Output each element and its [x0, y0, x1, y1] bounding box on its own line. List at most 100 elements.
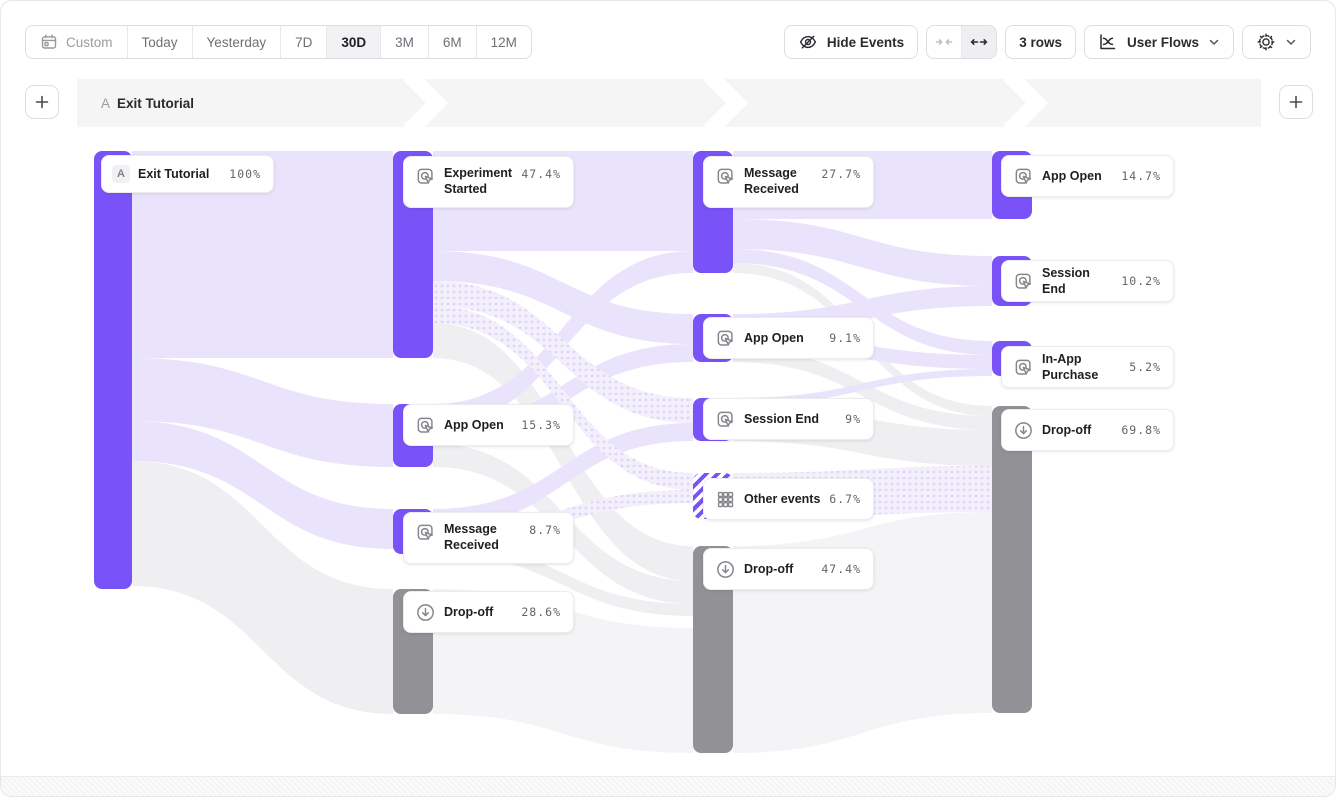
node-card-app-open-3[interactable]: App Open 9.1% [703, 317, 874, 359]
date-range-30d[interactable]: 30D [326, 26, 381, 58]
chart-type-dropdown[interactable]: User Flows [1083, 25, 1234, 59]
flow-ribbon [433, 281, 693, 423]
date-range-yesterday[interactable]: Yesterday [191, 26, 281, 58]
flow-ribbon [433, 251, 693, 426]
date-range-7d[interactable]: 7D [280, 26, 326, 58]
node-percentage: 9% [845, 412, 861, 426]
node-label: Drop-off [744, 562, 794, 576]
chevron-down-icon [1209, 39, 1219, 45]
node-card-app-open-2[interactable]: App Open 15.3% [403, 404, 574, 446]
flow-ribbon [132, 421, 393, 549]
event-icon [1012, 356, 1034, 378]
date-range-3m[interactable]: 3M [380, 26, 428, 58]
date-range-today[interactable]: Today [126, 26, 192, 58]
event-icon [414, 521, 436, 543]
add-step-left-button[interactable] [25, 85, 59, 119]
flow-ribbon [433, 323, 693, 581]
bottom-strip [1, 776, 1335, 796]
node-percentage: 15.3% [521, 418, 561, 432]
settings-dropdown[interactable] [1242, 25, 1311, 59]
drop-off-icon [1012, 419, 1034, 441]
date-range-12m[interactable]: 12M [475, 26, 531, 58]
date-range-label: 30D [341, 34, 367, 50]
collapse-columns-button[interactable] [927, 26, 961, 58]
node-card-message-received-3[interactable]: Message Received 27.7% [703, 156, 874, 208]
sankey-bar-exit-tutorial[interactable] [94, 151, 132, 589]
node-card-other-events-3[interactable]: Other events 6.7% [703, 478, 874, 520]
plus-icon [1289, 95, 1303, 109]
node-label: Session End [1042, 266, 1090, 296]
event-icon [1012, 270, 1034, 292]
toolbar-right-cluster: Hide Events 3 rows [783, 25, 1311, 59]
node-percentage: 27.7% [821, 167, 861, 181]
node-percentage: 5.2% [1129, 360, 1161, 374]
date-range-6m[interactable]: 6M [427, 26, 476, 58]
node-percentage: 8.7% [529, 523, 561, 537]
date-range-label: Yesterday [206, 34, 267, 50]
sankey-bar-drop-off-4[interactable] [992, 406, 1032, 713]
node-label: Drop-off [444, 605, 494, 619]
node-card-app-open-4[interactable]: App Open 14.7% [1001, 155, 1174, 197]
node-card-exit-tutorial[interactable]: A Exit Tutorial 100% [101, 155, 274, 193]
user-flows-chart-icon [1100, 34, 1116, 50]
event-icon [414, 165, 436, 187]
date-range-custom[interactable]: Custom [26, 26, 127, 58]
date-range-label: 6M [442, 34, 462, 50]
rows-label: 3 rows [1019, 34, 1062, 50]
date-range-label: 12M [490, 34, 517, 50]
toolbar: Custom Today Yesterday 7D 30D 3M 6M 12M Hide Ev… [25, 25, 1311, 59]
event-icon [1012, 165, 1034, 187]
node-label: App Open [1042, 169, 1102, 183]
drop-off-icon [414, 601, 436, 623]
step-chevron [703, 79, 749, 127]
node-percentage: 9.1% [829, 331, 861, 345]
node-card-experiment-started[interactable]: Experiment Started 47.4% [403, 156, 574, 208]
node-percentage: 10.2% [1121, 274, 1161, 288]
hide-events-button[interactable]: Hide Events [783, 25, 919, 59]
node-percentage: 14.7% [1121, 169, 1161, 183]
flow-start-title: Exit Tutorial [117, 95, 195, 111]
node-card-drop-off-2[interactable]: Drop-off 28.6% [403, 591, 574, 633]
date-range-selector: Custom Today Yesterday 7D 30D 3M 6M 12M [25, 25, 532, 59]
node-card-drop-off-3[interactable]: Drop-off 47.4% [703, 548, 874, 590]
eye-off-icon [799, 35, 817, 49]
node-percentage: 28.6% [521, 605, 561, 619]
node-percentage: 47.4% [521, 167, 561, 181]
node-label: In-App Purchase [1042, 352, 1099, 382]
flow-ribbon [433, 306, 693, 490]
node-percentage: 100% [229, 167, 261, 181]
node-label: App Open [444, 418, 504, 432]
node-card-drop-off-4[interactable]: Drop-off 69.8% [1001, 409, 1174, 451]
flow-start-prefix: A [101, 95, 111, 111]
hide-events-label: Hide Events [826, 34, 905, 50]
step-chevron [403, 79, 449, 127]
node-label: Drop-off [1042, 423, 1092, 437]
flow-ribbon [733, 219, 992, 286]
node-percentage: 47.4% [821, 562, 861, 576]
node-label: Session End [744, 412, 820, 426]
flow-ribbon [132, 358, 393, 467]
node-label: Message Received [444, 522, 499, 552]
drop-off-icon [714, 558, 736, 580]
event-icon [714, 408, 736, 430]
date-range-label: 7D [295, 34, 313, 50]
node-label: Experiment Started [444, 166, 513, 196]
step-band: A Exit Tutorial [77, 79, 1261, 127]
node-card-session-end-3[interactable]: Session End 9% [703, 398, 874, 440]
event-icon [714, 165, 736, 187]
gear-icon [1257, 33, 1275, 51]
event-icon [714, 327, 736, 349]
node-card-session-end-4[interactable]: Session End 10.2% [1001, 260, 1174, 302]
expand-columns-button[interactable] [961, 26, 997, 58]
rows-button[interactable]: 3 rows [1005, 25, 1076, 59]
add-step-right-button[interactable] [1279, 85, 1313, 119]
node-card-message-received-2[interactable]: Message Received 8.7% [403, 512, 574, 564]
step-chevrons [403, 79, 1049, 127]
step-letter-badge: A [112, 165, 130, 183]
step-chevron [1003, 79, 1049, 127]
node-card-in-app-purchase-4[interactable]: In-App Purchase 5.2% [1001, 346, 1174, 388]
node-percentage: 6.7% [829, 492, 861, 506]
collapse-expand-group [926, 25, 998, 59]
